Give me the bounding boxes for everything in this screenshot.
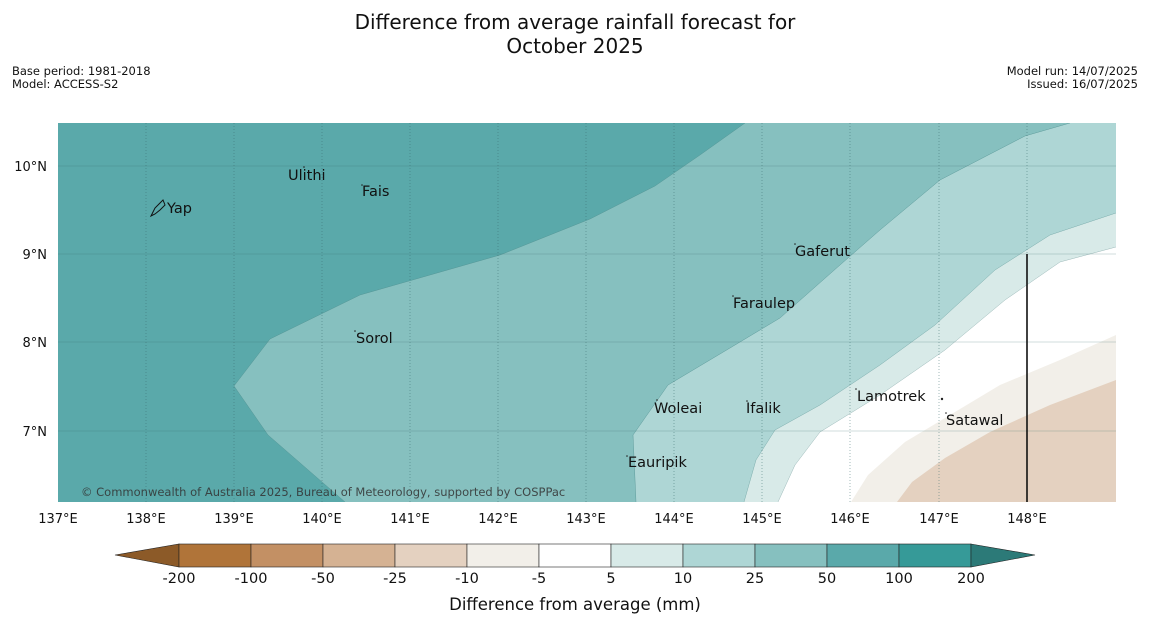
place-label-ulithi: Ulithi [288,168,326,184]
place-label-sorol: Sorol [356,331,393,347]
lat-label: 7°N [23,425,48,440]
colorbar-extend-high [970,543,1036,568]
lon-label: 137°E [38,512,78,527]
lon-label: 148°E [1007,512,1047,527]
place-label-yap: Yap [166,201,192,217]
lon-label: 142°E [478,512,518,527]
yap-island-shape [149,199,166,218]
place-labels: Yap Ulithi Fais Gaferut Faraulep Sorol W… [166,168,1003,471]
colorbar-swatch [754,543,828,568]
lon-label: 143°E [566,512,606,527]
colorbar-swatch [682,543,756,568]
colorbar-tick: 100 [885,571,913,587]
lon-label: 141°E [390,512,430,527]
lon-label: 138°E [126,512,166,527]
place-label-faraulep: Faraulep [733,296,795,312]
model-run: Model run: 14/07/2025 [1006,64,1138,78]
colorbar-tick: -5 [532,571,546,587]
place-label-ifalik: Ifalik [746,401,781,417]
lon-label: 147°E [919,512,959,527]
colorbar-swatch [466,543,540,568]
issued-date: Issued: 16/07/2025 [1027,77,1138,91]
colorbar-tick: 50 [818,571,836,587]
colorbar-swatch [394,543,468,568]
colorbar-tick: 10 [674,571,692,587]
colorbar-tick: -25 [383,571,407,587]
lon-label: 140°E [302,512,342,527]
colorbar-tick: 200 [957,571,985,587]
place-label-gaferut: Gaferut [795,244,850,260]
base-period: Base period: 1981-2018 [12,64,151,78]
island-dots [303,166,947,457]
lat-label: 8°N [23,336,48,351]
colorbar-tick-labels: -200 -100 -50 -25 -10 -5 5 10 25 50 100 … [163,571,985,587]
colorbar [114,543,1036,568]
lon-label: 146°E [830,512,870,527]
place-label-lamotrek: Lamotrek [857,389,926,405]
lon-label: 139°E [214,512,254,527]
map-title-line2: October 2025 [506,34,644,58]
lat-label: 10°N [14,160,47,175]
meta-right: Model run: 14/07/2025 Issued: 16/07/2025 [1007,65,1138,91]
colorbar-label: Difference from average (mm) [449,595,701,614]
colorbar-tick: -100 [235,571,268,587]
lon-label: 145°E [742,512,782,527]
colorbar-swatch [538,543,612,568]
lat-label: 9°N [23,248,48,263]
model-name: Model: ACCESS-S2 [12,77,119,91]
colorbar-swatch [826,543,900,568]
place-label-fais: Fais [362,184,389,200]
graticule [58,123,1116,502]
place-label-woleai: Woleai [654,401,702,417]
place-label-satawal: Satawal [946,413,1003,429]
colorbar-swatch [178,543,252,568]
colorbar-swatch [250,543,324,568]
colorbar-tick: 5 [606,571,615,587]
colorbar-swatch [322,543,396,568]
zone-neg25-neg10 [897,380,1116,502]
meta-left: Base period: 1981-2018 Model: ACCESS-S2 [12,65,151,91]
colorbar-swatch [610,543,684,568]
colorbar-extend-low [114,543,180,568]
colorbar-swatch [898,543,972,568]
copyright-notice: © Commonwealth of Australia 2025, Bureau… [81,485,565,499]
map-panel [58,123,1116,502]
lon-label: 144°E [654,512,694,527]
colorbar-tick: -200 [163,571,196,587]
map-title-line1: Difference from average rainfall forecas… [354,10,796,34]
place-label-eauripik: Eauripik [628,455,687,471]
colorbar-tick: -10 [455,571,479,587]
colorbar-tick: -50 [311,571,335,587]
colorbar-tick: 25 [746,571,764,587]
longitude-labels: 137°E 138°E 139°E 140°E 141°E 142°E 143°… [38,512,1047,527]
latitude-labels: 10°N 9°N 8°N 7°N [14,160,47,440]
